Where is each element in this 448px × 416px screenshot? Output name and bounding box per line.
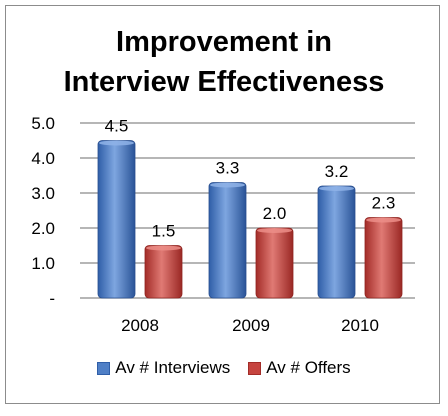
data-label: 2.0 — [263, 204, 287, 223]
chart-title: Improvement in Interview Effectiveness — [0, 22, 448, 102]
legend-item-interviews: Av # Interviews — [97, 358, 230, 378]
bar-interviews-2009 — [208, 182, 247, 299]
bar-offers-2008 — [144, 245, 183, 299]
legend-swatch-interviews — [97, 361, 111, 375]
chart-legend: Av # Interviews Av # Offers — [0, 358, 448, 378]
bar-interviews-2008 — [97, 140, 136, 299]
bar-interviews-2010 — [317, 185, 356, 299]
y-tick-label: - — [49, 289, 55, 308]
y-tick-label: 5.0 — [31, 114, 55, 133]
x-tick-label: 2008 — [121, 316, 159, 335]
y-tick-label: 4.0 — [31, 149, 55, 168]
y-tick-label: 2.0 — [31, 219, 55, 238]
data-label: 1.5 — [152, 222, 176, 241]
legend-label-offers: Av # Offers — [266, 358, 351, 377]
data-label: 3.2 — [325, 162, 349, 181]
bar-cap — [257, 228, 292, 233]
x-tick-label: 2009 — [232, 316, 270, 335]
data-label: 3.3 — [216, 159, 240, 178]
bar-cap — [319, 186, 354, 191]
bar-cap — [210, 182, 245, 188]
bar-offers-2010 — [364, 217, 403, 299]
bar-cap — [146, 245, 181, 251]
x-tick-label: 2010 — [341, 316, 379, 335]
chart-title-line-2: Interview Effectiveness — [63, 66, 385, 98]
data-label: 4.5 — [105, 117, 129, 136]
legend-swatch-offers — [248, 361, 262, 375]
bar-cap — [366, 217, 401, 223]
y-tick-label: 1.0 — [31, 254, 55, 273]
chart-title-line-1: Improvement in — [116, 26, 332, 58]
legend-item-offers: Av # Offers — [248, 358, 351, 378]
y-tick-label: 3.0 — [31, 184, 55, 203]
bar-offers-2009 — [255, 227, 294, 299]
legend-label-interviews: Av # Interviews — [115, 358, 231, 377]
data-label: 2.3 — [372, 194, 396, 213]
bar-cap — [99, 140, 134, 146]
